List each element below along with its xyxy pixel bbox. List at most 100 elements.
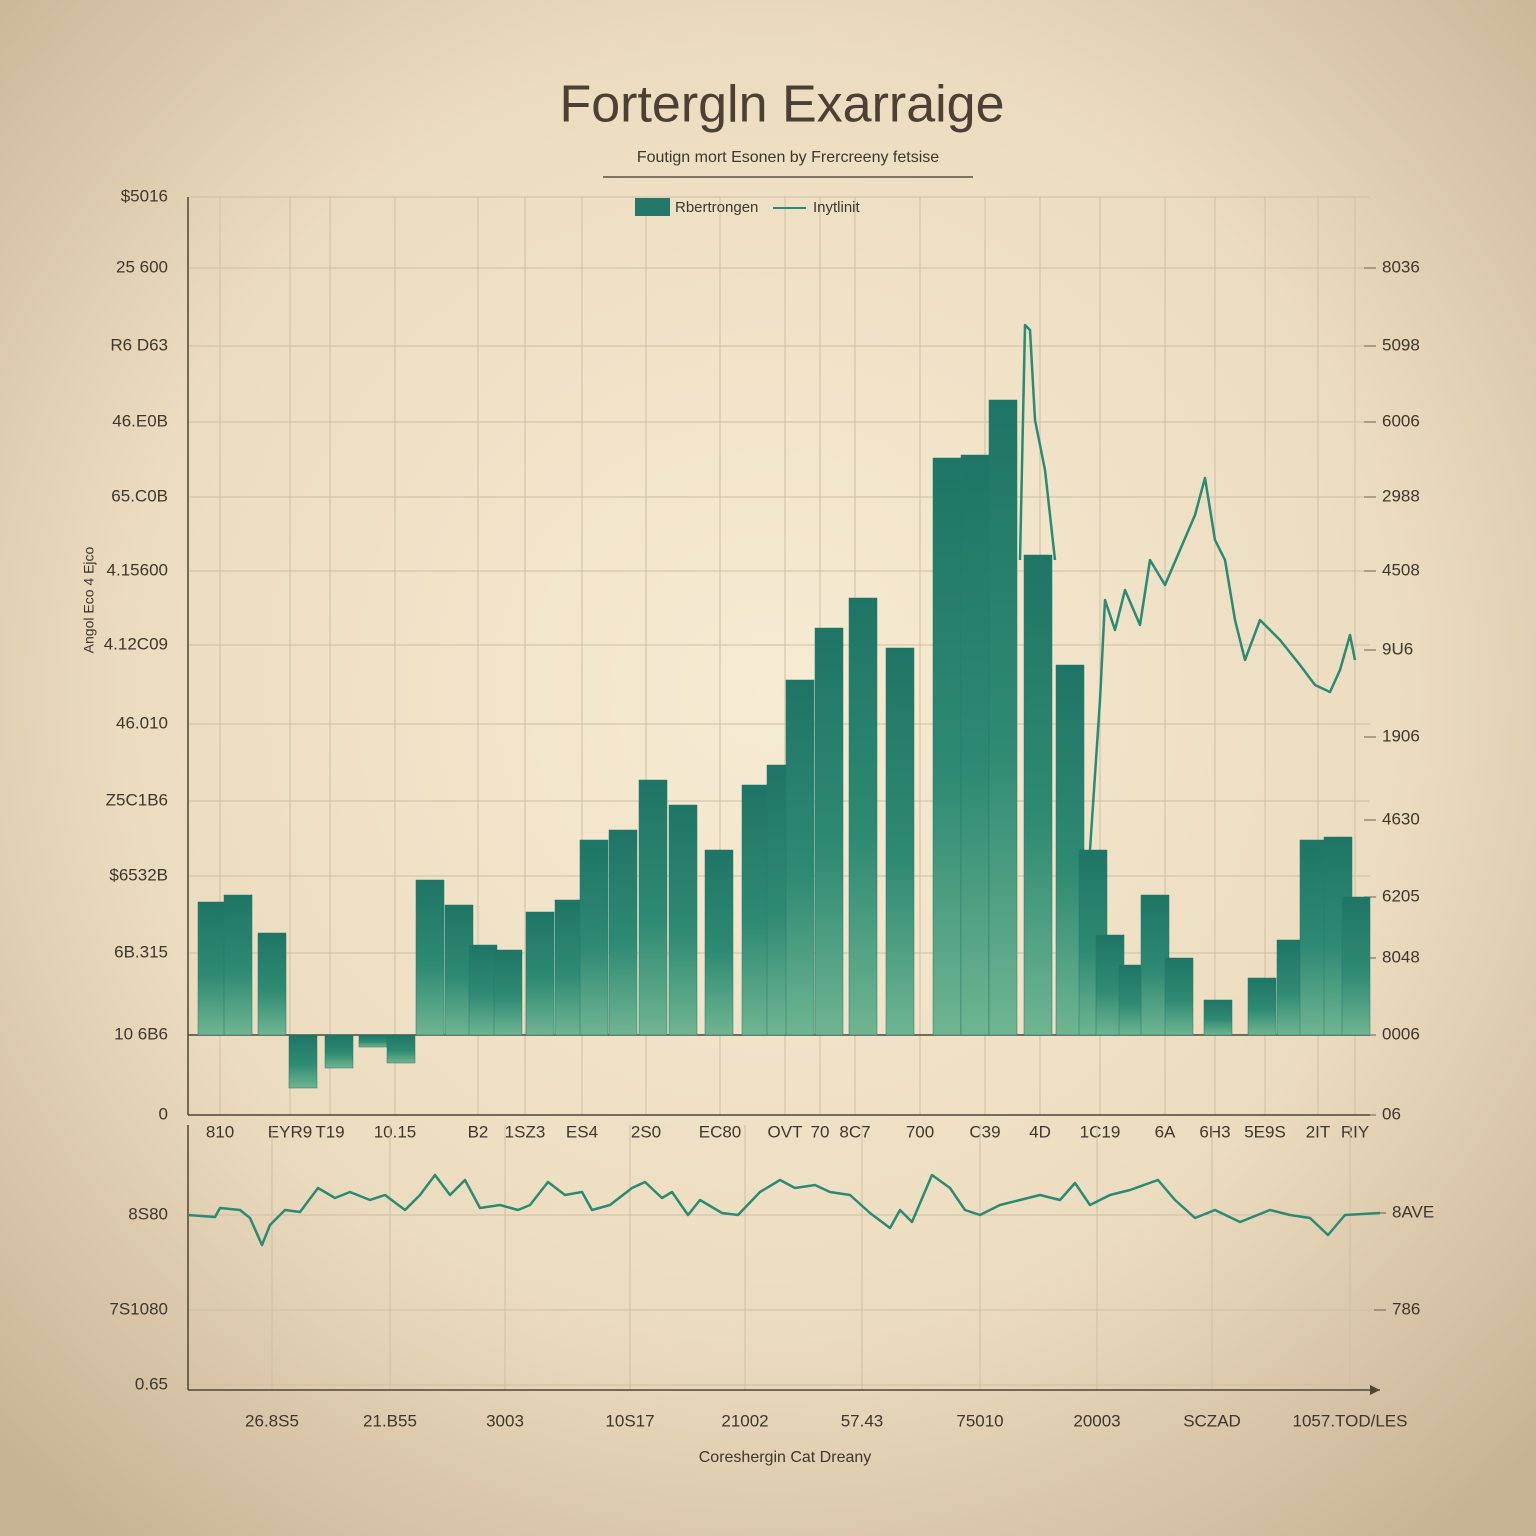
chart-title: Fortergln Exarraige [559,76,1004,134]
x-tick-label: 4D [1029,1122,1051,1141]
bar [223,894,253,1036]
bar [415,879,445,1036]
y2-tick-label: 06 [1382,1104,1401,1123]
x-tick-label: SCZAD [1183,1411,1241,1430]
x-tick-label: 10.15 [374,1122,417,1141]
x-tick-label: C39 [969,1122,1000,1141]
bar [932,457,962,1036]
chart-subtitle: Foutign mort Esonen by Frercreeny fetsis… [637,149,939,166]
bar [197,901,227,1036]
bar [468,944,498,1036]
x-tick-label: 6H3 [1199,1122,1230,1141]
bar [885,647,915,1036]
bar [554,899,584,1036]
bar [785,679,815,1036]
x-tick-label: 5E9S [1244,1122,1286,1141]
y-tick-label: R6 D63 [110,335,168,354]
x-tick-label: 6A [1155,1122,1176,1141]
y2-tick-label: 6205 [1382,886,1420,905]
bar [608,829,638,1036]
bar [704,849,734,1036]
y2-tick-label: 5098 [1382,335,1420,354]
x-tick-label: 57.43 [841,1411,884,1430]
x-tick-label: T19 [315,1122,344,1141]
y-tick-label: 0.65 [135,1374,168,1393]
y-tick-label: $5016 [121,186,168,205]
x-tick-label: 10S17 [605,1411,654,1430]
y-axis-label: Angol Eco 4 Ejco [81,546,97,653]
x-tick-label: RIY [1341,1122,1369,1141]
y-tick-label: 7S1080 [109,1299,168,1318]
axis-arrow [1370,1385,1380,1395]
y2-tick-label: 6006 [1382,411,1420,430]
bar [741,784,771,1036]
y2-tick-label: 0006 [1382,1024,1420,1043]
y-tick-label: 4.12C09 [104,634,168,653]
bar [493,949,523,1036]
x-tick-label: ES4 [566,1122,598,1141]
y-tick-label: 46.E0B [112,411,168,430]
bar [1299,839,1329,1036]
bar [848,597,878,1036]
y-tick-label: 6B.315 [114,942,168,961]
x-tick-label: 26.8S5 [245,1411,299,1430]
x-tick-label: 70 [811,1122,830,1141]
bar [668,804,698,1036]
bar [1203,999,1233,1036]
bar [960,454,990,1036]
y2-tick-label: 4508 [1382,560,1420,579]
x-axis-label: Coreshergin Cat Dreany [699,1449,872,1466]
bar [638,779,668,1036]
x-tick-label: 700 [906,1122,934,1141]
y2-tick-label: 8AVE [1392,1202,1434,1221]
legend-label: Rbertrongen [675,199,758,216]
x-tick-label: 21.B55 [363,1411,417,1430]
y-tick-label: $6532B [109,865,168,884]
y2-tick-label: 9U6 [1382,639,1413,658]
bar [257,932,287,1036]
x-tick-label: EYR9 [268,1122,312,1141]
line [187,1173,1381,1247]
y2-tick-label: 2988 [1382,486,1420,505]
y-tick-label: 4.15600 [107,560,168,579]
legend-swatch [635,198,670,216]
x-tick-label: 1057.TOD/LES [1293,1411,1408,1430]
y-tick-label: 0 [159,1104,168,1123]
bar [358,1034,388,1048]
y-tick-label: 8S80 [128,1204,168,1223]
x-tick-label: 8C7 [839,1122,870,1141]
line [1018,323,1357,851]
x-tick-label: 21002 [721,1411,768,1430]
y2-tick-label: 786 [1392,1299,1420,1318]
x-tick-label: 2S0 [631,1122,661,1141]
bar [814,627,844,1036]
y-tick-label: 46.010 [116,713,168,732]
y-tick-label: 65.C0B [111,486,168,505]
x-tick-label: OVT [768,1122,803,1141]
bar [1247,977,1277,1036]
bar [988,399,1018,1036]
x-tick-label: 810 [206,1122,234,1141]
y-tick-label: Z5C1B6 [106,790,168,809]
bar [579,839,609,1036]
y-tick-label: 10 6B6 [114,1024,168,1043]
x-tick-label: 1C19 [1080,1122,1121,1141]
y2-tick-label: 8048 [1382,947,1420,966]
x-tick-label: 2IT [1306,1122,1331,1141]
bar [386,1034,416,1064]
x-tick-label: B2 [468,1122,489,1141]
bar [444,904,474,1036]
y-tick-label: 25 600 [116,257,168,276]
bar [288,1034,318,1089]
bar [324,1034,354,1069]
x-tick-label: 3003 [486,1411,524,1430]
bar [1164,957,1194,1036]
bar [1140,894,1170,1036]
y2-tick-label: 8036 [1382,257,1420,276]
legend-label: Inytlinit [813,199,861,216]
x-tick-label: 75010 [956,1411,1003,1430]
x-tick-label: EC80 [699,1122,742,1141]
bar [1023,554,1053,1036]
x-tick-label: 20003 [1073,1411,1120,1430]
